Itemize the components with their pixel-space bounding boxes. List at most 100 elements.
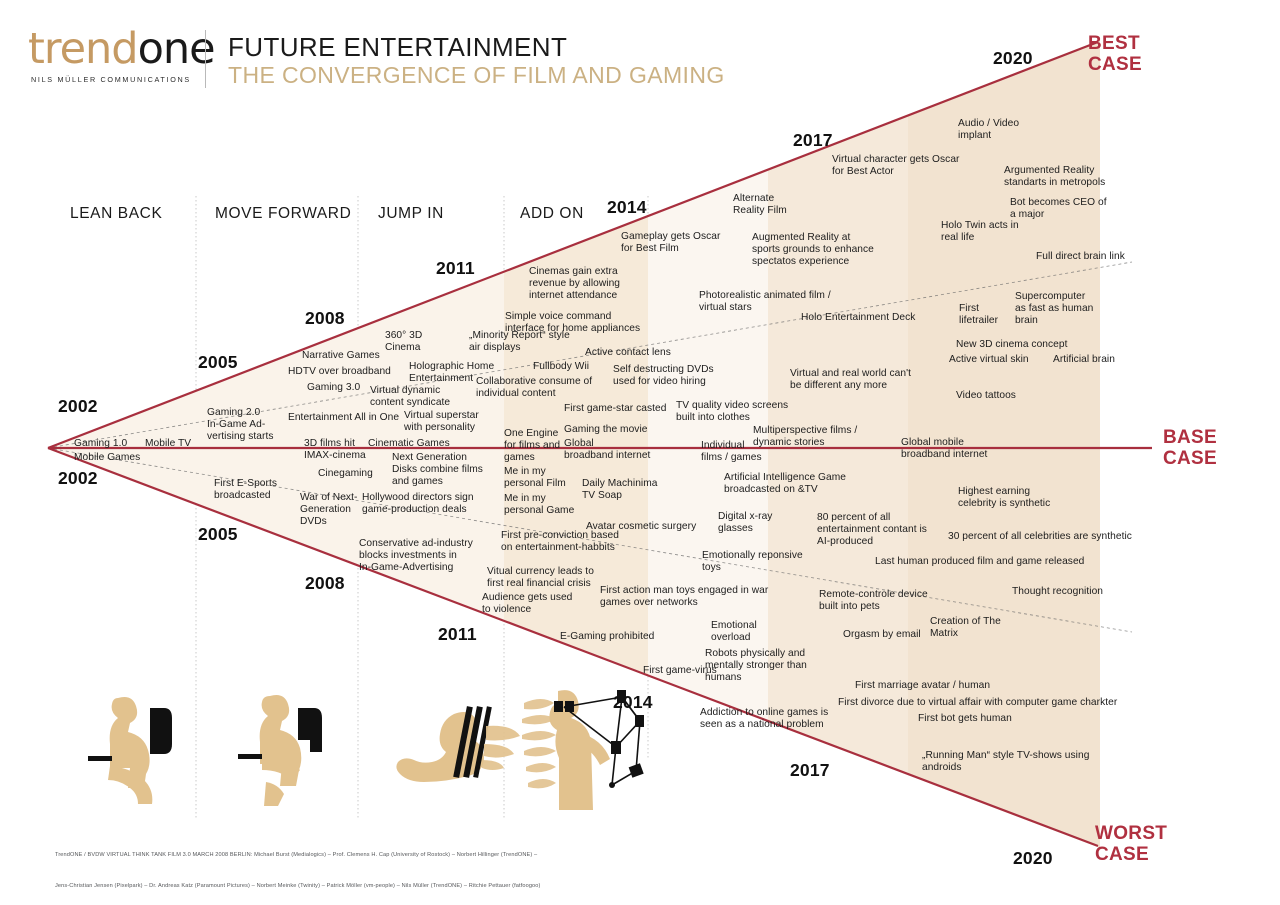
- year-marker-lower-2002: 2002: [58, 468, 98, 488]
- trend-item-worst: Creation of The Matrix: [930, 616, 1001, 640]
- trend-item-worst: Orgasm by email: [843, 629, 921, 640]
- credits-line-2: Jens-Christian Jensen (Pixelpark) – Dr. …: [55, 882, 541, 889]
- worst-case-label-line2: CASE: [1095, 844, 1149, 866]
- trend-item-best: Virtual character gets Oscar for Best Ac…: [832, 154, 960, 178]
- trend-item-best: HDTV over broadband: [288, 366, 391, 377]
- trend-item-worst: Next Generation Disks combine films and …: [392, 452, 483, 488]
- year-marker-lower-2020: 2020: [1013, 848, 1053, 868]
- trend-item-worst: E-Gaming prohibited: [560, 631, 655, 642]
- trend-item-worst: Avatar cosmetic surgery: [586, 521, 697, 532]
- trend-item-best: Active contact lens: [585, 347, 671, 358]
- trend-item-best: 360° 3D Cinema: [385, 330, 423, 354]
- trend-item-worst: First action man toys engaged in war gam…: [600, 585, 769, 609]
- column-header-lean-back: LEAN BACK: [70, 205, 163, 222]
- year-marker-lower-2008: 2008: [305, 573, 345, 593]
- credits-footer: TrendONE / BVDW VIRTUAL THINK TANK FILM …: [55, 829, 541, 905]
- credits-line-1: TrendONE / BVDW VIRTUAL THINK TANK FILM …: [55, 851, 538, 858]
- worst-case-label-line1: WORST: [1095, 823, 1168, 844]
- base-case-label: BASE CASE: [1163, 427, 1217, 470]
- trend-item-best: „Minority Report“ style air displays: [469, 330, 570, 354]
- trend-item-best: Augmented Reality at sports grounds to e…: [752, 232, 874, 268]
- trend-item-base: Gaming 1.0: [74, 438, 128, 449]
- trend-item-best: Artificial brain: [1053, 354, 1115, 365]
- trend-item-base: Global broadband internet: [564, 438, 651, 462]
- logo-tagline: NILS MÜLLER COMMUNICATIONS: [31, 75, 191, 84]
- best-case-label-line1: BEST: [1088, 33, 1140, 54]
- page-subtitle: THE CONVERGENCE OF FILM AND GAMING: [228, 62, 725, 88]
- logo-word-part1: trend: [28, 24, 139, 74]
- trend-item-worst: Daily Machinima TV Soap: [582, 478, 658, 502]
- trend-item-best: Multiperspective films / dynamic stories: [753, 425, 858, 449]
- trend-item-best: Collaborative consume of individual cont…: [476, 376, 593, 400]
- move-forward-figure: [238, 695, 322, 806]
- trend-item-worst: War of Next- Generation DVDs: [300, 492, 358, 528]
- trend-item-best: Full direct brain link: [1036, 251, 1125, 262]
- trend-item-best: Fullbody Wii: [533, 361, 590, 372]
- trend-item-worst: First E-Sports broadcasted: [214, 478, 277, 502]
- trend-item-worst: Vitual currency leads to first real fina…: [487, 566, 594, 590]
- trend-item-worst: 30 percent of all celebrities are synthe…: [948, 531, 1132, 542]
- trend-item-worst: Remote-controle device built into pets: [819, 589, 928, 613]
- best-case-label: BEST CASE: [1088, 33, 1142, 76]
- best-case-label-line2: CASE: [1088, 54, 1142, 76]
- trend-item-best: First lifetrailer: [959, 303, 999, 327]
- jump-in-figure: [396, 706, 520, 782]
- trend-item-worst: Audience gets used to violence: [482, 592, 573, 616]
- trend-item-best: Narrative Games: [302, 350, 380, 361]
- trend-item-base: One Engine for films and games: [504, 428, 561, 464]
- trend-item-best: Cinemas gain extra revenue by allowing i…: [529, 266, 620, 302]
- year-marker-upper-2014: 2014: [607, 197, 647, 217]
- trend-item-worst: Conservative ad-industry blocks investme…: [359, 538, 473, 574]
- trend-item-worst: Last human produced film and game releas…: [875, 556, 1085, 567]
- year-marker-upper-2020: 2020: [993, 48, 1033, 68]
- trend-item-worst: Addiction to online games is seen as a n…: [700, 707, 829, 731]
- base-case-label-line1: BASE: [1163, 427, 1217, 448]
- trend-item-best: Supercomputer as fast as human brain: [1015, 291, 1094, 327]
- trend-item-worst: Digital x-ray glasses: [718, 511, 773, 535]
- trend-item-worst: Thought recognition: [1012, 586, 1104, 597]
- base-case-label-line2: CASE: [1163, 448, 1217, 470]
- year-marker-lower-2011: 2011: [438, 624, 477, 644]
- trend-item-worst: 80 percent of all entertainment contant …: [817, 512, 927, 548]
- trend-item-worst: Robots physically and mentally stronger …: [705, 648, 807, 684]
- trend-item-best: Gaming the movie: [564, 424, 648, 435]
- trendone-logo: trendone NILS MÜLLER COMMUNICATIONS: [28, 28, 216, 85]
- trend-item-best: New 3D cinema concept: [956, 339, 1068, 350]
- trend-item-best: Audio / Video implant: [958, 118, 1020, 142]
- trend-item-best: Gameplay gets Oscar for Best Film: [621, 231, 721, 255]
- trend-item-best: Holo Entertainment Deck: [801, 312, 916, 323]
- trend-item-worst: Me in my personal Film: [504, 466, 566, 490]
- year-marker-upper-2002: 2002: [58, 396, 98, 416]
- best-case-line: [47, 40, 1099, 450]
- year-marker-upper-2005: 2005: [198, 352, 238, 372]
- trend-item-worst: Emotional overload: [711, 620, 757, 644]
- trend-item-worst: Cinegaming: [318, 468, 373, 479]
- trend-item-worst: Highest earning celebrity is synthetic: [958, 486, 1051, 510]
- trend-item-worst: „Running Man“ style TV-shows using andro…: [922, 750, 1090, 774]
- trend-item-best: Photorealistic animated film / virtual s…: [699, 290, 831, 314]
- trend-item-best: Global mobile broadband internet: [901, 437, 988, 461]
- trend-item-worst: Emotionally reponsive toys: [702, 550, 803, 574]
- page-title: FUTURE ENTERTAINMENT: [228, 32, 568, 62]
- trend-item-worst: First game-virus: [643, 665, 717, 676]
- trend-item-base: Gaming 2.0 In-Game Ad- vertising starts: [207, 407, 274, 443]
- header-divider: [205, 30, 206, 88]
- trend-item-best: Entertainment All in One: [288, 412, 400, 423]
- trend-item-base: Mobile TV: [145, 438, 192, 449]
- add-on-figure: [522, 690, 644, 810]
- column-header-add-on: ADD ON: [520, 205, 584, 222]
- trend-item-base: Cinematic Games: [368, 438, 450, 449]
- trend-item-base: 3D films hit IMAX-cinema: [304, 438, 366, 462]
- worst-case-line: [47, 446, 1099, 848]
- trend-item-best: TV quality video screens built into clot…: [676, 400, 789, 424]
- trend-item-best: Active virtual skin: [949, 354, 1029, 365]
- trend-item-best: Self destructing DVDs used for video hir…: [613, 364, 714, 388]
- trend-item-best: Alternate Reality Film: [733, 193, 787, 217]
- trend-item-worst: First bot gets human: [918, 713, 1012, 724]
- year-marker-upper-2011: 2011: [436, 258, 475, 278]
- trend-item-best: Holo Twin acts in real life: [941, 220, 1019, 244]
- year-marker-upper-2008: 2008: [305, 308, 345, 328]
- trend-item-best: Holographic Home Entertainment: [409, 361, 495, 385]
